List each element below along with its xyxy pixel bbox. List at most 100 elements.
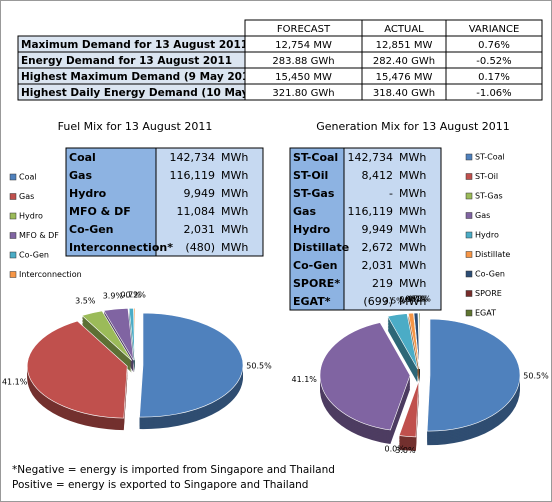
row-label: ST-Gas xyxy=(293,187,335,200)
table-bg xyxy=(65,147,157,257)
legend-swatch xyxy=(465,173,473,180)
legend-swatch xyxy=(465,251,473,258)
legend-label: Hydro xyxy=(475,231,499,240)
data-label: 0.7% xyxy=(121,291,142,300)
pie xyxy=(26,307,244,431)
table-value: 219 xyxy=(372,277,393,290)
table-value: -0.52% xyxy=(476,56,511,67)
table-unit: MWh xyxy=(399,295,426,308)
legend-label: Co-Gen xyxy=(475,270,505,279)
data-label: 50.5% xyxy=(523,372,549,381)
table-value: 321.80 GWh xyxy=(272,88,334,99)
table-value: 0.17% xyxy=(478,72,510,83)
legend-label: Interconnection xyxy=(19,270,82,279)
legend-swatch xyxy=(465,290,473,297)
table-unit: MWh xyxy=(399,223,426,236)
table-unit: MWh xyxy=(221,223,248,236)
data-label: 0.7% xyxy=(405,295,426,304)
row-label: Interconnection* xyxy=(69,241,173,254)
table-unit: MWh xyxy=(221,241,248,254)
legend-label: Hydro xyxy=(19,212,43,221)
table-bg xyxy=(155,147,264,257)
table-value: - xyxy=(389,187,393,200)
table-value: (699) xyxy=(363,295,393,308)
data-label: 41.1% xyxy=(2,377,28,386)
data-label: -0.2% xyxy=(123,291,147,300)
table-value: 116,119 xyxy=(348,205,394,218)
table-unit: MWh xyxy=(399,259,426,272)
legend-label: Co-Gen xyxy=(19,251,49,260)
legend-swatch xyxy=(9,271,17,278)
pie-slice xyxy=(81,310,133,361)
data-label: 3.5% xyxy=(75,296,96,305)
row-label: EGAT* xyxy=(293,295,331,308)
table-bg xyxy=(343,147,442,311)
table-unit: MWh xyxy=(399,151,426,164)
data-label: -0.2% xyxy=(408,295,432,304)
pie-side xyxy=(408,318,420,375)
data-label: 0.0% xyxy=(385,445,406,454)
chart-title: Generation Mix for 13 August 2011 xyxy=(316,120,510,133)
table-value: 15,476 MW xyxy=(376,72,433,83)
row-label: MFO & DF xyxy=(69,205,131,218)
legend-swatch xyxy=(465,231,473,239)
data-label: 0.1% xyxy=(408,295,429,304)
table-value: -1.06% xyxy=(476,88,511,99)
legend-swatch xyxy=(465,192,473,200)
pie-slice xyxy=(426,318,521,432)
row-label: Distillate xyxy=(293,241,349,254)
row-label: Co-Gen xyxy=(69,223,114,236)
pie-slice xyxy=(133,307,136,361)
table-value: 318.40 GWh xyxy=(373,88,435,99)
table-value: 283.88 GWh xyxy=(272,56,334,67)
data-label: 3.9% xyxy=(103,292,124,301)
data-label: 50.5% xyxy=(246,362,272,371)
table-value: 8,412 xyxy=(362,169,394,182)
table-value: 15,450 MW xyxy=(275,72,332,83)
header-text: FORECAST xyxy=(277,24,331,35)
table-value: 116,119 xyxy=(170,169,216,182)
table-value: 12,851 MW xyxy=(376,40,433,51)
pie-slice xyxy=(103,308,134,361)
row-label: ST-Coal xyxy=(293,151,338,164)
legend-swatch xyxy=(9,232,17,239)
data-label: 3.5% xyxy=(383,296,404,305)
chart-title: Fuel Mix for 13 August 2011 xyxy=(58,120,213,133)
pie xyxy=(319,312,521,451)
legend-swatch xyxy=(465,270,473,278)
row-label: ST-Oil xyxy=(293,169,328,182)
legend-swatch xyxy=(9,212,17,220)
row-label: Gas xyxy=(293,205,316,218)
row-label: Maximum Demand for 13 August 2011 xyxy=(21,39,248,51)
legend-label: Coal xyxy=(19,173,37,182)
legend-swatch xyxy=(9,251,17,259)
table-cell xyxy=(445,83,543,101)
row-label: Highest Maximum Demand (9 May 2011) xyxy=(21,71,261,83)
pie-slice xyxy=(319,322,411,431)
table-value: 9,949 xyxy=(362,223,394,236)
table-value: 142,734 xyxy=(348,151,394,164)
table-value: 142,734 xyxy=(170,151,216,164)
data-label: 3.0% xyxy=(395,446,416,455)
table-unit: MWh xyxy=(399,187,426,200)
table-value: 282.40 GWh xyxy=(373,56,435,67)
row-label: SPORE* xyxy=(293,277,340,290)
table-unit: MWh xyxy=(399,169,426,182)
row-label: Energy Demand for 13 August 2011 xyxy=(21,55,232,67)
table-unit: MWh xyxy=(221,205,248,218)
table-value: 11,084 xyxy=(177,205,216,218)
table-unit: MWh xyxy=(399,205,426,218)
table-value: 2,672 xyxy=(362,241,394,254)
row-label: Highest Daily Energy Demand (10 May 2011… xyxy=(21,87,286,99)
legend-swatch xyxy=(9,193,17,200)
header-text: VARIANCE xyxy=(469,24,520,35)
pie-slice xyxy=(408,312,420,370)
data-label: 41.1% xyxy=(291,375,317,384)
row-label: Coal xyxy=(69,151,96,164)
legend-label: SPORE xyxy=(475,289,502,298)
legend-label: ST-Gas xyxy=(475,192,503,201)
table-value: (480) xyxy=(185,241,215,254)
row-label: Hydro xyxy=(69,187,107,200)
table-value: 12,754 MW xyxy=(275,40,332,51)
